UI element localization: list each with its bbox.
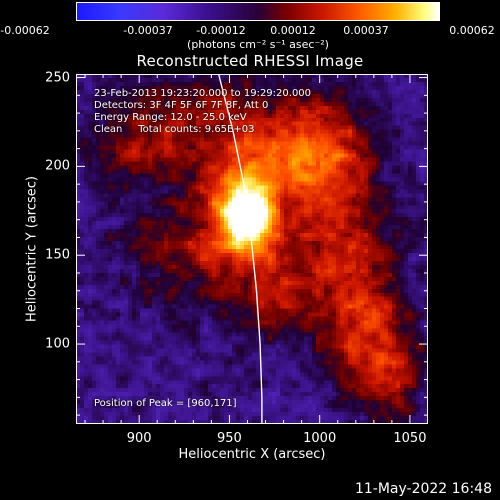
x-tick-label: 1000 xyxy=(303,431,337,446)
x-tick-label: 900 xyxy=(126,431,152,446)
peak-position-annotation: Position of Peak = [960,171] xyxy=(94,398,237,409)
y-tick-label: 100 xyxy=(45,336,70,352)
timestamp: 11-May-2022 16:48 xyxy=(354,481,492,497)
x-tick-label: 950 xyxy=(217,431,242,446)
colorbar-tick: -0.00037 xyxy=(123,24,173,37)
colorbar-tick: 0.00012 xyxy=(270,24,316,37)
solar-limb-curve xyxy=(217,74,263,424)
colorbar xyxy=(76,2,440,21)
x-axis-label: Heliocentric X (arcsec) xyxy=(178,447,326,462)
colorbar-tick: 0.00037 xyxy=(343,24,389,37)
y-tick-label: 200 xyxy=(45,158,70,174)
colorbar-tick: -0.00012 xyxy=(196,24,246,37)
colorbar-unit-label: (photons cm⁻² s⁻¹ asec⁻²) xyxy=(187,38,329,51)
plot-border xyxy=(76,74,428,424)
energy-range-annotation: Energy Range: 12.0 - 25.0 keV xyxy=(94,112,247,123)
colorbar-tick: 0.00062 xyxy=(449,24,495,37)
clean-counts-annotation: Clean Total counts: 9.65E+03 xyxy=(94,124,255,135)
detectors-annotation: Detectors: 3F 4F 5F 6F 7F 8F, Att 0 xyxy=(94,100,269,111)
x-tick-label: 1050 xyxy=(393,431,427,446)
plot-frame xyxy=(76,74,428,424)
time-range-annotation: 23-Feb-2013 19:23:20.000 to 19:29:20.000 xyxy=(94,88,312,99)
axis-tickmarks xyxy=(76,74,428,424)
colorbar-tick: -0.00062 xyxy=(0,24,50,37)
chart-title: Reconstructed RHESSI Image xyxy=(136,52,364,70)
y-tick-label: 250 xyxy=(45,70,70,86)
y-tick-label: 150 xyxy=(45,247,70,263)
y-axis-label: Heliocentric Y (arcsec) xyxy=(24,176,40,322)
